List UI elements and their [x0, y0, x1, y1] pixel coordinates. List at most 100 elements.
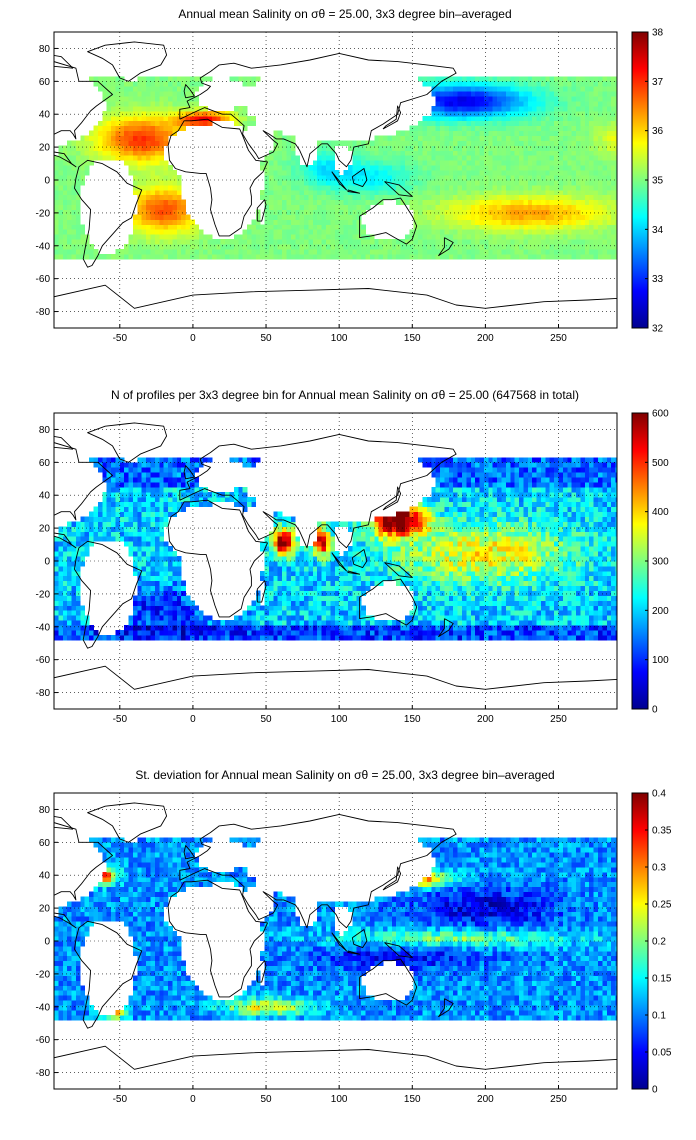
data-bin	[97, 635, 103, 641]
data-bin	[597, 635, 603, 641]
data-bin	[154, 120, 160, 127]
data-bin	[383, 625, 388, 631]
data-bin	[352, 605, 358, 611]
data-bin	[80, 180, 86, 186]
data-bin	[488, 170, 494, 176]
data-bin	[593, 125, 599, 132]
data-bin	[361, 145, 366, 151]
data-bin	[163, 170, 169, 176]
data-bin	[505, 229, 511, 235]
data-bin	[523, 170, 529, 176]
data-bin	[159, 610, 165, 616]
data-bin	[168, 249, 173, 255]
data-bin	[378, 175, 384, 181]
data-bin	[448, 610, 454, 616]
data-bin	[418, 199, 423, 206]
data-bin	[549, 610, 555, 616]
data-bin	[268, 189, 274, 196]
data-bin	[453, 605, 459, 611]
data-bin	[137, 565, 143, 572]
data-bin	[391, 249, 397, 255]
data-bin	[251, 254, 257, 260]
data-bin	[172, 234, 178, 240]
data-bin	[510, 605, 516, 611]
data-bin	[479, 175, 485, 181]
data-bin	[567, 580, 573, 587]
data-bin	[93, 254, 99, 260]
data-bin	[295, 570, 301, 577]
data-bin	[558, 101, 564, 107]
data-bin	[558, 125, 564, 132]
data-bin	[461, 595, 467, 601]
data-bin	[431, 630, 437, 636]
data-bin	[356, 180, 362, 186]
data-bin	[290, 229, 296, 235]
data-bin	[606, 91, 612, 97]
data-bin	[519, 130, 524, 136]
data-bin	[54, 580, 59, 587]
data-bin	[67, 575, 72, 582]
data-bin	[435, 635, 441, 641]
data-bin	[497, 620, 502, 626]
data-bin	[514, 254, 520, 260]
data-bin	[523, 81, 529, 87]
data-bin	[497, 249, 502, 255]
data-bin	[562, 120, 568, 127]
data-bin	[225, 254, 230, 260]
data-bin	[470, 76, 476, 82]
data-bin	[378, 165, 384, 171]
data-bin	[426, 580, 432, 587]
data-bin	[290, 244, 296, 250]
data-bin	[611, 140, 616, 146]
data-bin	[154, 229, 160, 235]
data-bin	[343, 234, 349, 240]
data-bin	[282, 605, 287, 611]
data-bin	[549, 214, 555, 220]
data-bin	[435, 219, 441, 225]
data-bin	[150, 254, 156, 260]
data-bin	[176, 595, 182, 601]
data-bin	[146, 81, 151, 87]
data-bin	[571, 585, 577, 591]
data-bin	[264, 189, 270, 196]
data-bin	[330, 224, 336, 230]
data-bin	[172, 76, 178, 82]
data-bin	[150, 625, 156, 631]
data-bin	[137, 184, 143, 191]
data-bin	[435, 150, 441, 156]
data-bin	[225, 115, 230, 122]
data-bin	[527, 615, 533, 621]
data-bin	[435, 224, 441, 230]
data-bin	[532, 76, 537, 82]
data-bin	[62, 610, 68, 616]
data-bin	[435, 620, 441, 626]
data-bin	[128, 96, 134, 102]
data-bin	[181, 630, 187, 636]
data-bin	[334, 600, 340, 606]
data-bin	[334, 565, 340, 572]
data-bin	[374, 160, 380, 166]
data-bin	[514, 165, 520, 171]
data-bin	[409, 125, 415, 132]
data-bin	[444, 219, 450, 225]
data-bin	[242, 615, 248, 621]
data-bin	[413, 239, 419, 245]
x-tick-label: 0	[190, 333, 196, 344]
data-bin	[483, 249, 489, 255]
data-bin	[352, 234, 358, 240]
data-bin	[549, 219, 555, 225]
data-bin	[54, 561, 59, 567]
data-bin	[255, 630, 261, 636]
data-bin	[448, 140, 454, 146]
data-bin	[475, 610, 480, 616]
data-bin	[497, 199, 502, 206]
data-bin	[453, 570, 459, 577]
data-bin	[532, 630, 537, 636]
data-bin	[176, 239, 182, 245]
data-bin	[589, 610, 595, 616]
data-bin	[176, 184, 182, 191]
data-bin	[128, 254, 134, 260]
data-bin	[247, 254, 252, 260]
data-bin	[418, 155, 423, 161]
data-bin	[58, 590, 64, 596]
